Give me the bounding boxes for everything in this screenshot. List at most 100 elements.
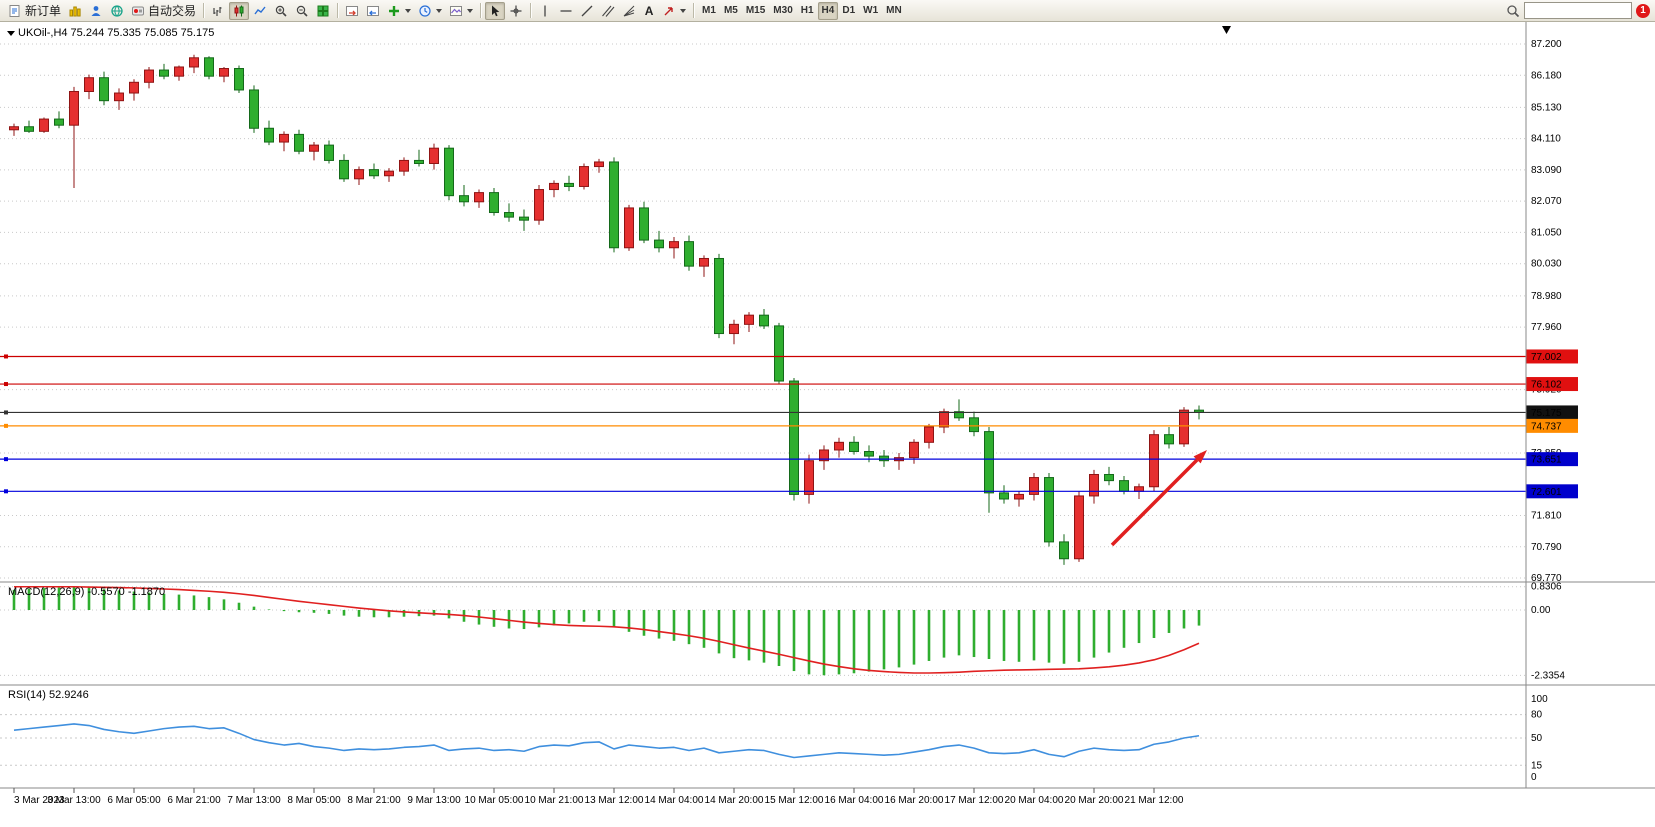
- toolbar-separator: [530, 3, 532, 18]
- candle-body: [924, 426, 934, 443]
- candle-body: [684, 241, 694, 267]
- search-icon[interactable]: [1506, 4, 1520, 18]
- trendline-icon: [581, 5, 593, 16]
- dropdown-caret-icon: [467, 8, 474, 13]
- trend-arrow-annotation[interactable]: [1110, 450, 1207, 547]
- navigator-button[interactable]: [86, 2, 106, 20]
- price-axis-label: 80.030: [1531, 259, 1562, 270]
- vertical-line-tool-button[interactable]: [535, 2, 555, 20]
- text-tool-button[interactable]: A: [640, 2, 658, 20]
- price-axis-label: 87.200: [1531, 39, 1562, 50]
- tile-windows-button[interactable]: [313, 2, 333, 20]
- timeframe-d1-button[interactable]: D1: [838, 2, 859, 20]
- time-axis-label: 16 Mar 20:00: [885, 795, 944, 806]
- candlestick-mode-button[interactable]: [229, 1, 250, 20]
- arrows-tool-button[interactable]: [659, 2, 689, 20]
- time-axis-label: 7 Mar 13:00: [227, 795, 281, 806]
- timeframe-m1-button[interactable]: M1: [698, 2, 720, 20]
- clock-icon: [419, 4, 431, 17]
- search-input[interactable]: [1524, 2, 1632, 19]
- navigator-person-icon: [91, 5, 101, 16]
- trendline-tool-button[interactable]: [577, 2, 597, 20]
- candle-body: [804, 460, 814, 495]
- autotrading-button[interactable]: 自动交易: [128, 2, 199, 20]
- price-badge: [1526, 349, 1578, 364]
- candle-body: [939, 411, 949, 428]
- zoom-out-button[interactable]: [292, 2, 312, 20]
- time-axis-label: 21 Mar 12:00: [1125, 795, 1184, 806]
- crosshair-tool-button[interactable]: [506, 2, 526, 20]
- hline-handle: [4, 382, 8, 387]
- candle-body: [849, 441, 859, 453]
- text-tool-label: A: [644, 3, 654, 18]
- candle-body: [234, 68, 244, 91]
- periods-button[interactable]: [415, 2, 445, 20]
- candle-body: [549, 182, 559, 191]
- candle-body: [339, 159, 349, 180]
- time-axis-label: 3 Mar 13:00: [47, 795, 101, 806]
- candle-body: [909, 441, 919, 459]
- timeframe-m5-button[interactable]: M5: [720, 2, 742, 20]
- price-badge: [1526, 377, 1578, 392]
- candle-body: [999, 492, 1009, 500]
- zoom-in-button[interactable]: [271, 2, 291, 20]
- cursor-tool-button[interactable]: [485, 1, 506, 20]
- bar-chart-mode-button[interactable]: [208, 2, 228, 20]
- candle-body: [624, 207, 634, 249]
- candle-body: [309, 144, 319, 152]
- candle-body: [1149, 434, 1159, 488]
- macd-axis-label: -2.3354: [1531, 670, 1565, 681]
- time-axis-label: 13 Mar 12:00: [585, 795, 644, 806]
- time-axis-label: 9 Mar 13:00: [407, 795, 461, 806]
- price-badge: [1526, 405, 1578, 420]
- candle-body: [129, 81, 139, 94]
- price-badge-label: 72.601: [1531, 487, 1562, 498]
- price-badge: [1526, 452, 1578, 467]
- candle-body: [609, 161, 619, 249]
- line-chart-mode-button[interactable]: [250, 2, 270, 20]
- fibonacci-tool-button[interactable]: [619, 2, 639, 20]
- candle-body: [519, 216, 529, 221]
- web-terminal-button[interactable]: [107, 2, 127, 20]
- shift-marker[interactable]: [1222, 26, 1231, 34]
- shift-marker-icon[interactable]: [1222, 26, 1231, 34]
- price-grid: 87.200 86.180 85.130 84.110 83.090 82.070 81.0…: [0, 39, 1562, 584]
- timeframe-m15-button[interactable]: M15: [742, 2, 769, 20]
- timeframe-m30-button[interactable]: M30: [769, 2, 796, 20]
- candle-body: [174, 66, 184, 77]
- price-chart[interactable]: 87.200 86.180 85.130 84.110 83.090 82.070 81.0…: [0, 22, 1655, 827]
- dropdown-caret-icon: [680, 8, 687, 13]
- new-order-label: 新订单: [25, 4, 62, 18]
- candle-body: [9, 126, 19, 131]
- time-axis-label: 15 Mar 12:00: [765, 795, 824, 806]
- new-order-button[interactable]: 新订单: [5, 2, 64, 20]
- toolbar-separator: [337, 3, 339, 18]
- chart-shift-button[interactable]: [363, 2, 383, 20]
- price-axis-label: 77.960: [1531, 322, 1562, 333]
- auto-scroll-icon: [346, 5, 359, 16]
- zoom-out-icon: [296, 5, 308, 17]
- market-watch-button[interactable]: [65, 2, 85, 20]
- candle-body: [84, 77, 94, 92]
- timeframe-w1-button[interactable]: W1: [859, 2, 882, 20]
- macd-signal-line: [14, 585, 1200, 674]
- quick-trade-collapse-icon[interactable]: [7, 30, 15, 36]
- channel-tool-button[interactable]: [598, 2, 618, 20]
- zoom-in-icon: [275, 5, 287, 17]
- price-badge-label: 77.002: [1531, 352, 1562, 363]
- indicators-button[interactable]: [384, 2, 414, 20]
- timeframe-h1-button[interactable]: H1: [797, 2, 818, 20]
- level-lines[interactable]: 77.002 76.102 75.175 74.737 73.651 72.601: [0, 349, 1578, 499]
- time-axis-label: 6 Mar 21:00: [167, 795, 221, 806]
- timeframe-mn-button[interactable]: MN: [882, 2, 906, 20]
- candle-body: [99, 77, 109, 102]
- templates-button[interactable]: [446, 2, 476, 20]
- autotrading-label: 自动交易: [148, 4, 197, 18]
- candle-body: [279, 133, 289, 143]
- channel-icon: [602, 5, 615, 17]
- auto-scroll-button[interactable]: [342, 2, 362, 20]
- rsi-panel: 100 80 50 150: [0, 694, 1548, 783]
- timeframe-h4-button[interactable]: H4: [817, 1, 839, 20]
- horizontal-line-tool-button[interactable]: [556, 2, 576, 20]
